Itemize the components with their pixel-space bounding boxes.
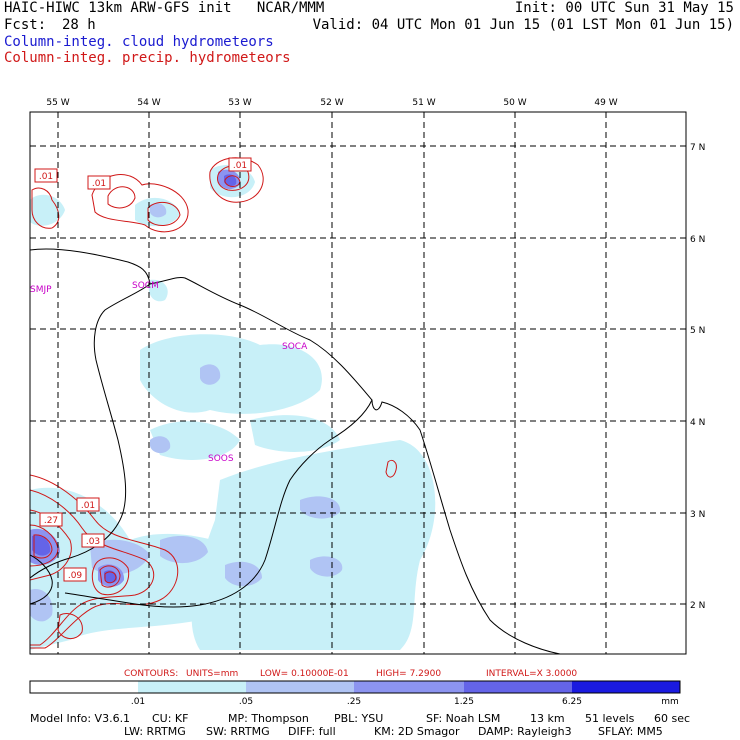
model-version: Model Info: V3.6.1 <box>30 712 131 725</box>
map-frame <box>29 111 687 655</box>
contour-label-boxes <box>34 157 252 582</box>
coastline <box>30 248 561 654</box>
lon-label: 53 W <box>228 98 251 108</box>
field-cloud-label: Column-integ. cloud hydrometeors <box>4 34 274 50</box>
model-mp: MP: Thompson <box>228 712 309 725</box>
lat-label: 2 N <box>690 601 705 611</box>
station-label: SMJP <box>30 285 52 295</box>
lat-label: 4 N <box>690 418 705 428</box>
lon-label: 49 W <box>594 98 617 108</box>
valid-time: Valid: 04 UTC Mon 01 Jun 15 (01 LST Mon … <box>312 17 734 33</box>
model-levels: 51 levels <box>585 712 635 725</box>
lat-label: 6 N <box>690 235 705 245</box>
contour-label: .09 <box>68 571 83 581</box>
model-resolution: 13 km <box>530 712 565 725</box>
contours-label: CONTOURS: <box>124 669 178 679</box>
lat-label: 5 N <box>690 326 705 336</box>
contour-label: .01 <box>92 179 106 189</box>
station-label: SOCA <box>282 342 308 352</box>
model-lw: LW: RRTMG <box>124 725 186 738</box>
contours-interval: INTERVAL=X 3.0000 <box>486 669 577 679</box>
field-precip-label: Column-integ. precip. hydrometeors <box>4 50 291 66</box>
model-sflay: SFLAY: MM5 <box>598 725 663 738</box>
station-label: SOCM <box>132 281 159 291</box>
graticule <box>30 112 686 654</box>
colorbar-tick: .05 <box>239 697 253 707</box>
init-time: Init: 00 UTC Sun 31 May 15 <box>514 0 734 16</box>
lat-label: 3 N <box>690 510 705 520</box>
contour-label: .01 <box>39 172 53 182</box>
axis-ticks <box>57 112 686 605</box>
station-label: SOOS <box>208 454 234 464</box>
lon-label: 54 W <box>137 98 160 108</box>
contours-high: HIGH= 7.2900 <box>376 669 441 679</box>
contour-label: .03 <box>86 537 100 547</box>
contours-low: LOW= 0.10000E-01 <box>260 669 349 679</box>
model-pbl: PBL: YSU <box>334 712 384 725</box>
model-km: KM: 2D Smagor <box>374 725 460 738</box>
lon-label: 52 W <box>320 98 343 108</box>
colorbar-tick: 1.25 <box>454 697 474 707</box>
contour-label: .01 <box>233 161 247 171</box>
colorbar-tick: 6.25 <box>562 697 582 707</box>
colorbar-tick: .01 <box>131 697 145 707</box>
plot-title: HAIC-HIWC 13km ARW-GFS init NCAR/MMM <box>4 0 325 16</box>
model-diff: DIFF: full <box>288 725 336 738</box>
forecast-label: Fcst: <box>4 17 47 33</box>
model-sw: SW: RRTMG <box>206 725 270 738</box>
model-timestep: 60 sec <box>654 712 691 725</box>
cloud-fill-level4 <box>32 174 237 584</box>
model-sf: SF: Noah LSM <box>426 712 501 725</box>
contours-units: UNITS=mm <box>186 669 238 679</box>
colorbar <box>29 680 681 694</box>
lon-label: 51 W <box>412 98 435 108</box>
lat-label: 7 N <box>690 143 705 153</box>
lon-label: 50 W <box>503 98 526 108</box>
colorbar-unit: mm <box>661 697 679 707</box>
model-cu: CU: KF <box>152 712 189 725</box>
model-damp: DAMP: Rayleigh3 <box>478 725 572 738</box>
contour-label: .01 <box>81 501 95 511</box>
colorbar-tick: .25 <box>347 697 361 707</box>
contour-label: .27 <box>44 516 58 526</box>
cloud-fill <box>30 164 436 650</box>
forecast-hour: 28 h <box>62 17 96 33</box>
lon-label: 55 W <box>46 98 69 108</box>
